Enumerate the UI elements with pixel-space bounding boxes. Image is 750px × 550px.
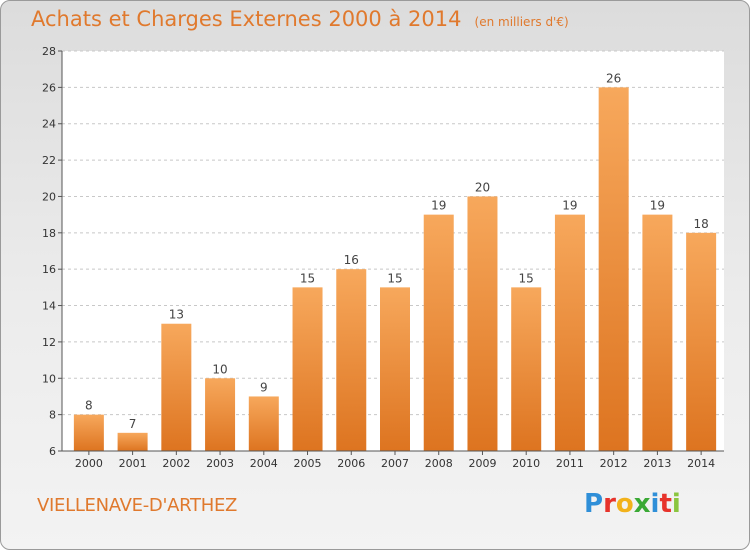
x-tick-label: 2006 (337, 457, 365, 470)
data-labels: 8 7 13 10 9 15 16 15 19 20 15 19 26 19 18 (85, 71, 709, 430)
data-label: 26 (606, 71, 621, 85)
bars (73, 87, 717, 451)
x-tick-label: 2008 (425, 457, 453, 470)
x-tick-label: 2007 (381, 457, 409, 470)
y-ticks: 6 8 10 12 14 16 18 20 22 24 26 28 (42, 45, 62, 458)
x-tick-label: 2002 (162, 457, 190, 470)
chart-title: Achats et Charges Externes 2000 à 2014 (… (31, 7, 569, 31)
bar-2001 (117, 432, 148, 451)
x-tick-label: 2014 (687, 457, 715, 470)
proxiti-logo[interactable]: Proxiti (584, 489, 681, 519)
x-ticks: 2000 2001 2002 2003 2004 2005 2006 2007 2008 2009… (75, 451, 715, 470)
y-tick-label: 26 (42, 81, 56, 94)
y-tick-label: 10 (42, 372, 56, 385)
bar-2000 (73, 414, 104, 451)
y-tick-label: 16 (42, 263, 56, 276)
y-tick-label: 12 (42, 336, 56, 349)
y-tick-label: 22 (42, 154, 56, 167)
data-label: 20 (475, 180, 490, 194)
y-tick-label: 14 (42, 300, 56, 313)
bar-2008 (423, 214, 454, 451)
place-name: VIELLENAVE-D'ARTHEZ (37, 495, 238, 516)
bar-2013 (642, 214, 673, 451)
bar-2005 (292, 287, 323, 451)
x-tick-label: 2004 (250, 457, 278, 470)
logo-letter: o (615, 489, 634, 519)
y-tick-label: 6 (49, 445, 56, 458)
bar-2012 (598, 87, 629, 451)
data-label: 15 (300, 271, 315, 285)
data-label: 7 (129, 417, 137, 431)
unit-text: (en milliers d'€) (474, 15, 569, 29)
x-tick-label: 2009 (468, 457, 496, 470)
y-tick-label: 28 (42, 45, 56, 58)
bar-2009 (467, 196, 498, 451)
x-tick-label: 2000 (75, 457, 103, 470)
data-label: 13 (169, 308, 184, 322)
data-label: 15 (387, 271, 402, 285)
data-label: 18 (693, 217, 708, 231)
data-label: 9 (260, 380, 268, 394)
x-tick-label: 2005 (294, 457, 322, 470)
bar-2003 (205, 378, 236, 451)
bar-2002 (161, 323, 192, 451)
data-label: 10 (212, 362, 227, 376)
logo-letter: P (584, 489, 604, 519)
logo-letter: t (659, 489, 672, 519)
title-text: Achats et Charges Externes 2000 à 2014 (31, 7, 462, 31)
x-tick-label: 2003 (206, 457, 234, 470)
y-tick-label: 24 (42, 118, 56, 131)
y-tick-label: 18 (42, 227, 56, 240)
bar-2006 (336, 269, 367, 451)
bar-2010 (511, 287, 542, 451)
logo-letter: i (671, 489, 681, 519)
bar-2004 (248, 396, 279, 451)
logo-letter: r (603, 489, 616, 519)
logo-letter: i (650, 489, 660, 519)
data-label: 15 (519, 271, 534, 285)
data-label: 19 (562, 199, 577, 213)
data-label: 8 (85, 399, 93, 413)
data-label: 19 (650, 199, 665, 213)
x-tick-label: 2012 (600, 457, 628, 470)
bar-2011 (554, 214, 585, 451)
x-tick-label: 2013 (643, 457, 671, 470)
x-tick-label: 2010 (512, 457, 540, 470)
data-label: 19 (431, 199, 446, 213)
y-tick-label: 8 (49, 409, 56, 422)
x-tick-label: 2001 (119, 457, 147, 470)
bar-2014 (686, 232, 717, 451)
bar-2007 (380, 287, 410, 451)
logo-letter: x (633, 489, 651, 519)
x-tick-label: 2011 (556, 457, 584, 470)
y-tick-label: 20 (42, 190, 56, 203)
data-label: 16 (344, 253, 359, 267)
